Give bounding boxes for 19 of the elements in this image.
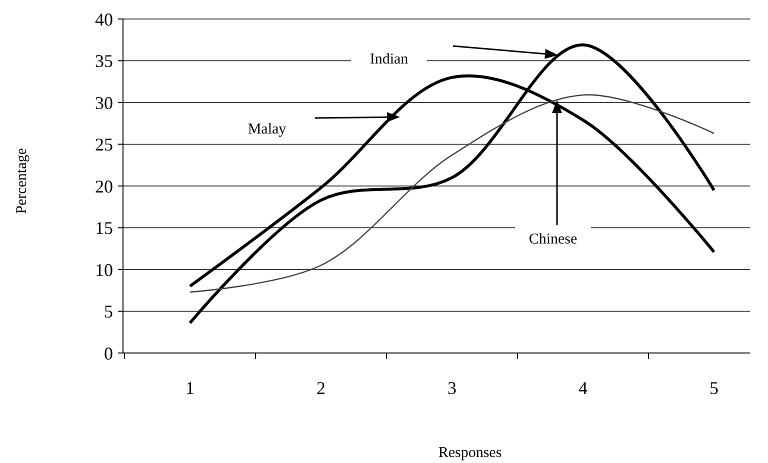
- y-tick-label: 20: [95, 176, 113, 196]
- y-axis-title: Percentage: [14, 148, 30, 214]
- x-tick-label: 4: [578, 378, 588, 398]
- y-tick-label: 25: [95, 134, 113, 155]
- y-tick-label: 30: [95, 92, 113, 113]
- y-tick-label: 15: [95, 218, 113, 238]
- y-tick-label: 10: [95, 260, 113, 280]
- y-tick-label: 40: [95, 9, 113, 30]
- x-tick-label: 5: [710, 378, 718, 398]
- x-axis-title: Responses: [438, 445, 502, 461]
- annotation: Chinese: [528, 231, 578, 248]
- x-tick-label: 2: [316, 378, 326, 398]
- x-tick-label: 3: [448, 378, 456, 398]
- annotation: Malay: [248, 121, 287, 138]
- y-tick-label: 0: [104, 343, 113, 364]
- annotation: Indian: [370, 51, 409, 68]
- y-tick-label: 35: [95, 51, 113, 72]
- x-tick-label: 1: [186, 378, 194, 398]
- y-tick-label: 5: [104, 302, 113, 322]
